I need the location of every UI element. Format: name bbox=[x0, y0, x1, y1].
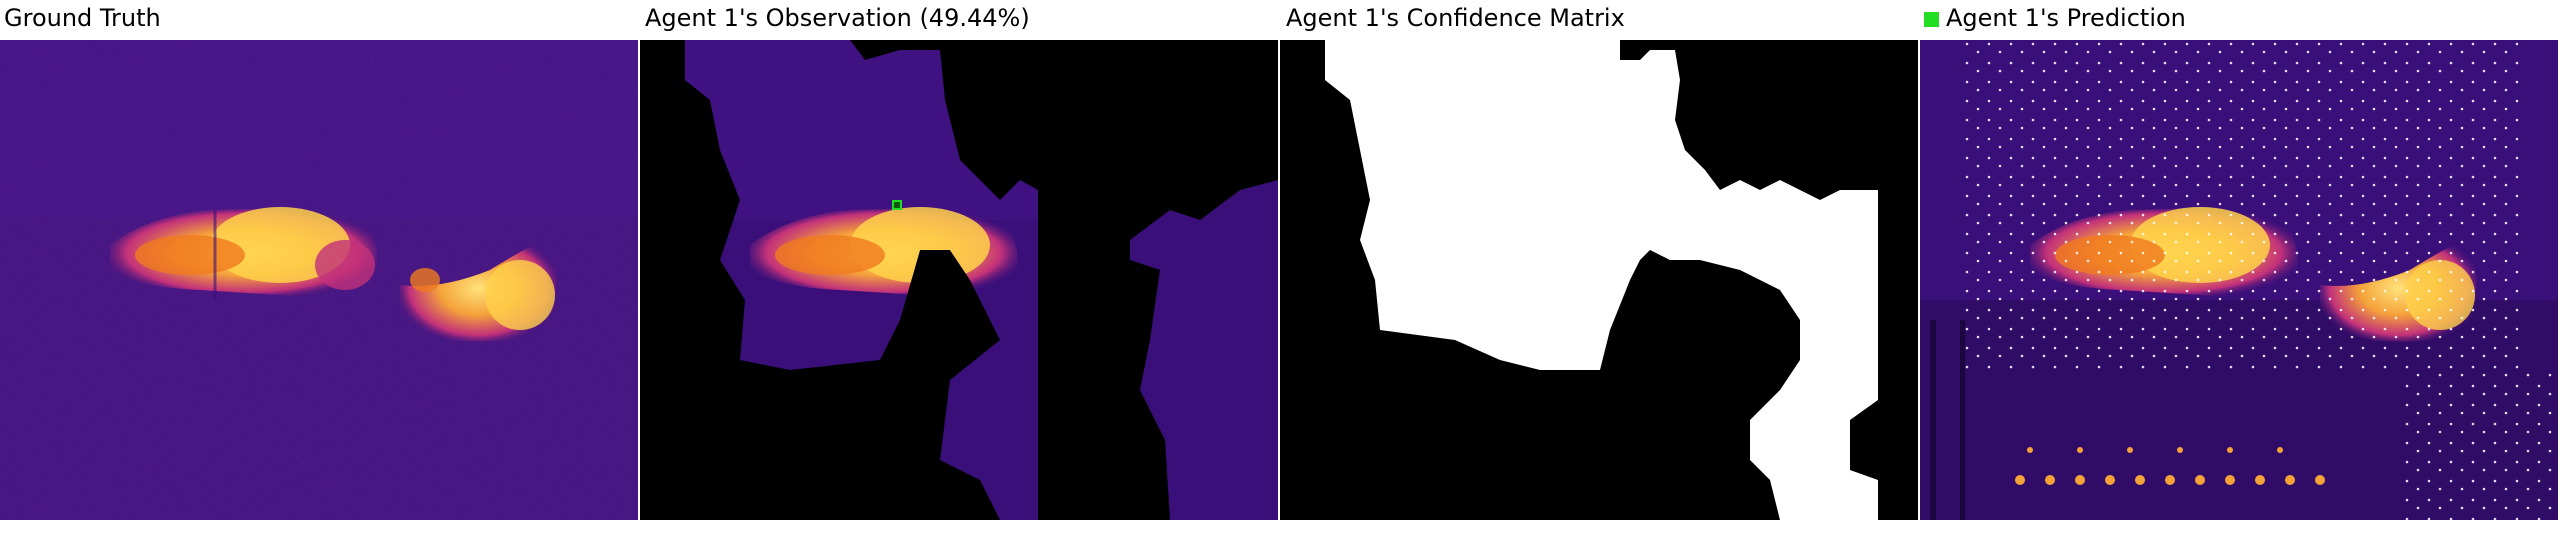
plume-right bbox=[400, 235, 557, 342]
bottom-hotspots bbox=[2015, 447, 2325, 485]
panel-title-observation: Agent 1's Observation (49.44%) bbox=[645, 4, 1030, 32]
confidence-matrix-image bbox=[1280, 40, 1918, 520]
prediction-image bbox=[1920, 40, 2558, 520]
legend-swatch bbox=[1924, 12, 1939, 27]
observation-image bbox=[640, 40, 1278, 520]
panel-title-confidence: Agent 1's Confidence Matrix bbox=[1286, 4, 1625, 32]
panel-title-ground-truth: Ground Truth bbox=[4, 4, 161, 32]
panel-title-prediction-label: Agent 1's Prediction bbox=[1946, 4, 2186, 32]
confident-region bbox=[1325, 40, 1878, 520]
ground-truth-image bbox=[0, 40, 638, 520]
panel-title-prediction: Agent 1's Prediction bbox=[1924, 3, 2186, 33]
plume-left bbox=[110, 207, 378, 298]
sample-points bbox=[1960, 40, 2520, 370]
